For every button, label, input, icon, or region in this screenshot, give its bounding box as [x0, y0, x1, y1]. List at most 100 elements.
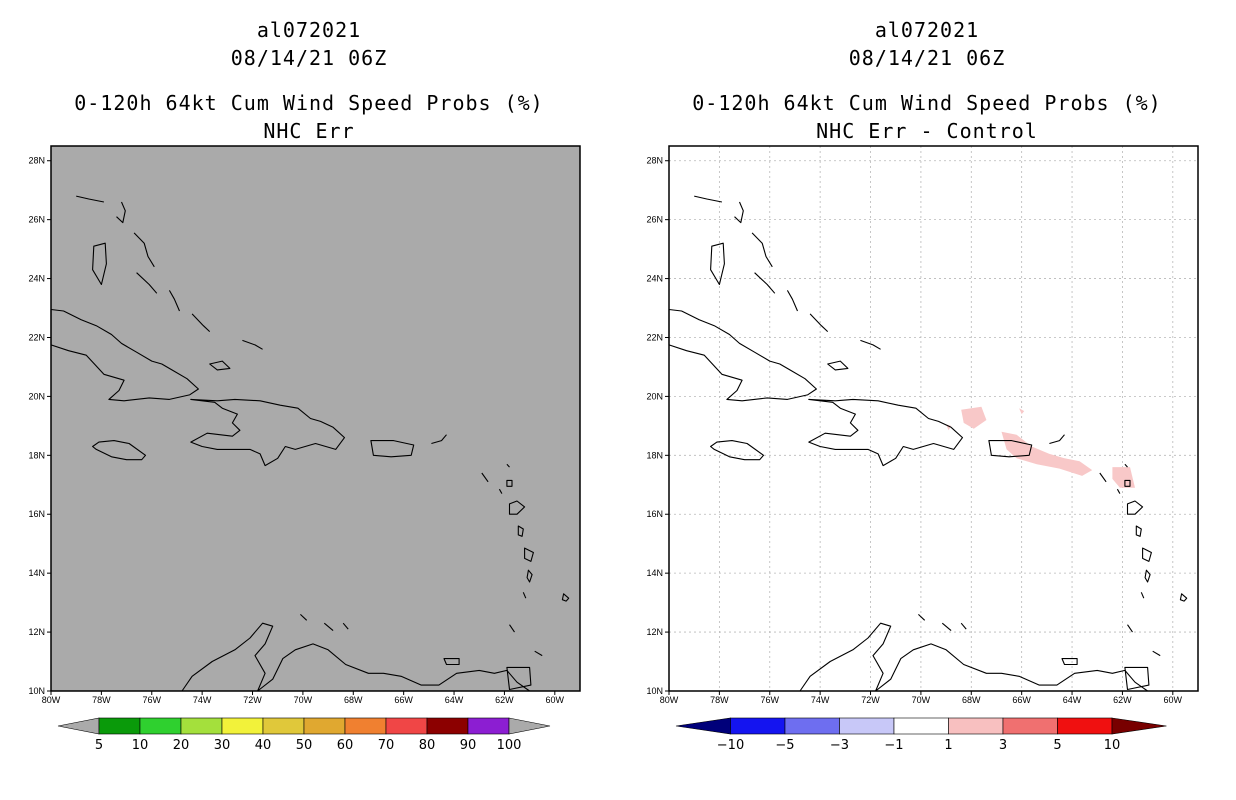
x-tick-label: 62W	[1113, 695, 1132, 705]
coastline-dominica	[1135, 525, 1142, 537]
x-tick-label: 76W	[761, 695, 780, 705]
x-tick-label: 80W	[660, 695, 679, 705]
coastline-montserrat	[498, 488, 503, 494]
x-tick-label: 78W	[92, 695, 111, 705]
coastline-margarita	[1061, 658, 1078, 666]
coastline-jamaica	[92, 440, 147, 461]
y-tick-label: 28N	[28, 156, 45, 166]
coastline-hispaniola	[808, 398, 964, 467]
coastline-puerto-rico	[988, 440, 1033, 458]
colorbar-label: 50	[296, 738, 313, 753]
y-tick-label: 12N	[646, 627, 663, 637]
colorbar-segment	[784, 717, 840, 735]
colorbar-label: 10	[1104, 738, 1121, 753]
colorbar-segment	[344, 717, 387, 735]
anomaly-area	[1112, 467, 1135, 488]
y-tick-label: 26N	[646, 215, 663, 225]
y-tick-label: 10N	[646, 686, 663, 696]
colorbar-label: 30	[214, 738, 231, 753]
x-tick-label: 62W	[495, 695, 514, 705]
colorbar-segment	[426, 717, 469, 735]
coastline-tobago	[534, 650, 543, 657]
coastline-andros	[710, 242, 725, 286]
coastline-exuma	[754, 272, 776, 294]
coastline-antigua	[1124, 479, 1131, 487]
colorbar-label: 80	[419, 738, 436, 753]
x-tick-label: 66W	[394, 695, 413, 705]
x-tick-label: 70W	[294, 695, 313, 705]
y-tick-label: 28N	[646, 156, 663, 166]
coastline-antigua	[506, 479, 513, 487]
coastline-st-kitts	[1099, 472, 1107, 483]
colorbar-label: 10	[132, 738, 149, 753]
panel-subtitle: NHC Err	[263, 119, 355, 143]
y-tick-label: 22N	[28, 332, 45, 342]
date-title: 08/14/21 06Z	[230, 46, 388, 70]
colorbar-label: −10	[717, 738, 744, 753]
colorbar-label: −5	[775, 738, 794, 753]
storm-id-title: al072021	[256, 18, 362, 42]
coastline-dominica	[517, 525, 524, 537]
coastline-grand-bahama	[694, 195, 723, 203]
coastline-martinique	[1142, 547, 1152, 562]
colorbar-label: 40	[255, 738, 272, 753]
y-tick-label: 18N	[28, 450, 45, 460]
colorbar-label: 5	[95, 738, 103, 753]
colorbar-segment	[839, 717, 895, 735]
coastline-cuba	[50, 308, 199, 402]
y-tick-label: 10N	[28, 686, 45, 696]
coastline-st-lucia	[526, 569, 533, 583]
product-title: 0-120h 64kt Cum Wind Speed Probs (%)	[692, 91, 1162, 115]
y-tick-label: 24N	[28, 274, 45, 284]
coastline-aruba	[918, 613, 926, 621]
colorbar-label: −1	[884, 738, 903, 753]
colorbar-segment	[1002, 717, 1058, 735]
colorbar-segment	[303, 717, 346, 735]
colorbar-right-arrow	[1111, 717, 1167, 735]
coastline-inagua	[209, 360, 231, 371]
coastline-grenada	[1127, 624, 1133, 633]
coastline-virgin-islands	[1049, 434, 1065, 445]
colorbar-label: 5	[1053, 738, 1061, 753]
coastline-barbados	[561, 593, 570, 602]
anomaly-area	[961, 406, 987, 429]
x-tick-label: 68W	[962, 695, 981, 705]
colorbar-left-arrow	[57, 717, 100, 735]
x-tick-label: 72W	[861, 695, 880, 705]
coastline-trinidad	[506, 666, 532, 691]
coastline-inagua	[827, 360, 849, 371]
product-title: 0-120h 64kt Cum Wind Speed Probs (%)	[74, 91, 544, 115]
storm-id-title: al072021	[874, 18, 980, 42]
colorbar-label: 70	[378, 738, 395, 753]
y-tick-label: 16N	[646, 509, 663, 519]
x-tick-label: 60W	[1164, 695, 1183, 705]
y-tick-label: 18N	[646, 450, 663, 460]
y-tick-label: 14N	[646, 568, 663, 578]
coastline-bonaire	[960, 622, 967, 630]
y-tick-label: 14N	[28, 568, 45, 578]
colorbar-segment	[262, 717, 305, 735]
colorbar-label: −3	[830, 738, 849, 753]
colorbar-segment	[948, 717, 1004, 735]
plot-frame	[50, 145, 581, 692]
coastline-acklins	[191, 313, 211, 333]
coastline-aruba	[300, 613, 308, 621]
coastline-venezuela-coast	[799, 622, 1148, 692]
coastline-eleuthera	[133, 232, 155, 268]
map-background	[51, 146, 580, 691]
anomaly-area	[1019, 408, 1025, 415]
colorbar-segment	[730, 717, 786, 735]
coastline-grand-bahama	[76, 195, 105, 203]
map-background	[669, 146, 1198, 691]
coastline-hispaniola	[190, 398, 346, 467]
colorbar-segment	[467, 717, 510, 735]
coastline-st-lucia	[1144, 569, 1151, 583]
coastline-guadeloupe	[1126, 500, 1144, 515]
coastline-curacao	[941, 622, 952, 632]
colorbar-segment	[1057, 717, 1113, 735]
coastline-great-abaco	[116, 201, 126, 224]
coastline-long-island	[786, 290, 799, 312]
coastline-venezuela-coast	[181, 622, 530, 692]
colorbar-left-arrow	[675, 717, 731, 735]
x-tick-label: 74W	[193, 695, 212, 705]
